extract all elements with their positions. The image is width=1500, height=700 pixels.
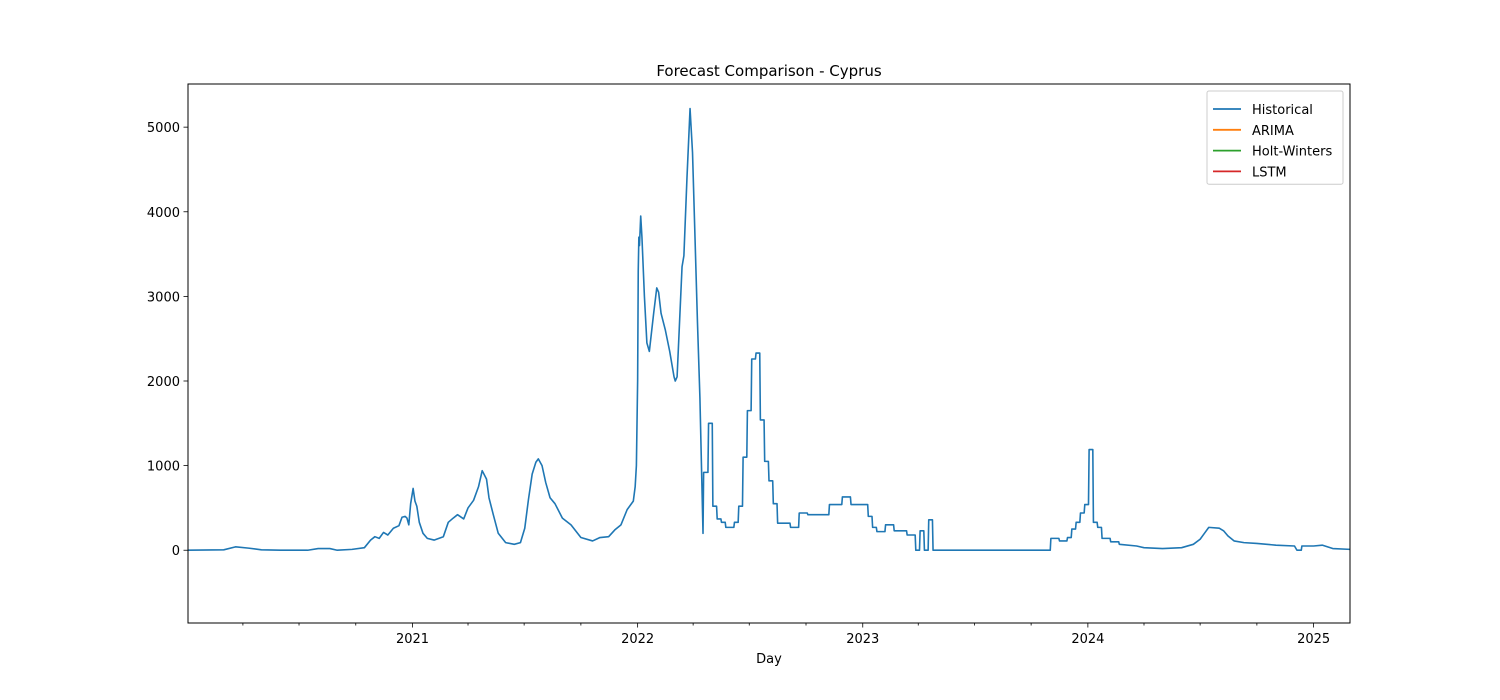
legend: Historical ARIMA Holt-Winters LSTM [1206, 90, 1344, 185]
y-tick-label: 5000 [147, 121, 180, 136]
y-tick-label: 4000 [147, 206, 180, 221]
x-tick-label: 2022 [621, 632, 654, 647]
y-axis: 0 1000 2000 3000 4000 5000 [147, 121, 188, 559]
y-tick-label: 2000 [147, 375, 180, 390]
legend-label: Historical [1252, 103, 1313, 118]
y-tick-label: 1000 [147, 460, 180, 475]
y-tick-label: 3000 [147, 290, 180, 305]
legend-label: Holt-Winters [1252, 145, 1332, 160]
plot-frame [187, 83, 1351, 624]
x-tick-label: 2021 [396, 632, 429, 647]
legend-item: LSTM [1213, 165, 1287, 180]
legend-label: LSTM [1252, 165, 1287, 180]
series-line-historical [187, 107, 1351, 552]
plot-area [187, 107, 1351, 552]
x-tick-label: 2024 [1071, 632, 1104, 647]
x-axis: 2021 2022 2023 2024 2025 [242, 623, 1330, 647]
legend-item: Holt-Winters [1213, 145, 1332, 160]
x-tick-label: 2025 [1297, 632, 1330, 647]
legend-box [1206, 90, 1344, 185]
x-tick-label: 2023 [846, 632, 879, 647]
chart-title: Forecast Comparison - Cyprus [656, 62, 882, 80]
legend-label: ARIMA [1252, 124, 1294, 139]
legend-item: Historical [1213, 103, 1313, 118]
x-axis-label: Day [756, 652, 782, 667]
legend-item: ARIMA [1213, 124, 1294, 139]
y-tick-label: 0 [172, 544, 180, 559]
